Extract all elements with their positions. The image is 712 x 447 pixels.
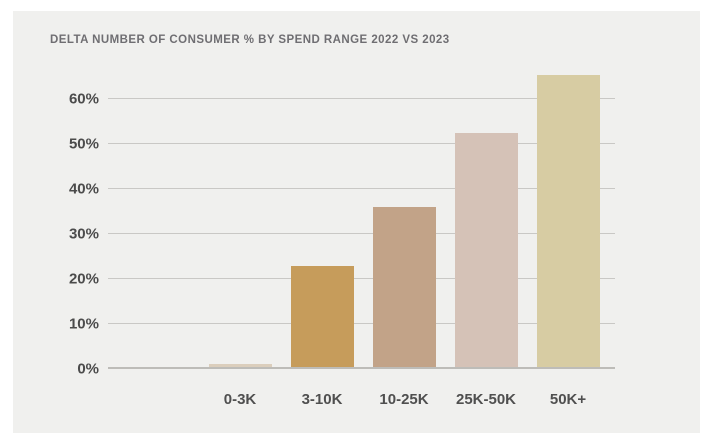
x-axis-category-label: 50K+	[549, 391, 587, 408]
gridline	[108, 98, 615, 99]
x-axis-category-label: 3-10K	[301, 391, 343, 408]
y-axis-tick-label: 40%	[68, 180, 99, 198]
chart-title: DELTA NUMBER OF CONSUMER % BY SPEND RANG…	[50, 34, 450, 46]
gridline	[108, 188, 615, 189]
y-axis-tick-label: 50%	[68, 135, 99, 153]
y-axis-tick-label: 20%	[68, 270, 99, 288]
chart-card: DELTA NUMBER OF CONSUMER % BY SPEND RANG…	[13, 11, 700, 433]
bar-50k-	[536, 74, 600, 367]
x-axis-category-label: 25K-50K	[455, 391, 517, 408]
gridline	[108, 278, 615, 279]
x-axis-category-label: 10-25K	[379, 391, 429, 408]
bar-0-3k	[208, 363, 272, 367]
bar-25k-50k	[454, 133, 518, 367]
y-axis-tick-label: 30%	[68, 225, 99, 243]
bar-10-25k	[372, 207, 436, 367]
gridline	[108, 323, 615, 324]
gridline	[108, 233, 615, 234]
x-axis-baseline	[108, 367, 615, 369]
y-axis-tick-label: 60%	[68, 90, 99, 108]
x-axis-category-label: 0-3K	[223, 391, 257, 408]
bar-3-10k	[290, 265, 354, 367]
y-axis-tick-label: 10%	[68, 315, 99, 333]
gridline	[108, 143, 615, 144]
y-axis-tick-label: 0%	[77, 360, 99, 378]
plot-area: 0% 10% 20% 30% 40% 50% 60% 0-3K 3-10K 10-25K 25K-5…	[69, 72, 615, 407]
